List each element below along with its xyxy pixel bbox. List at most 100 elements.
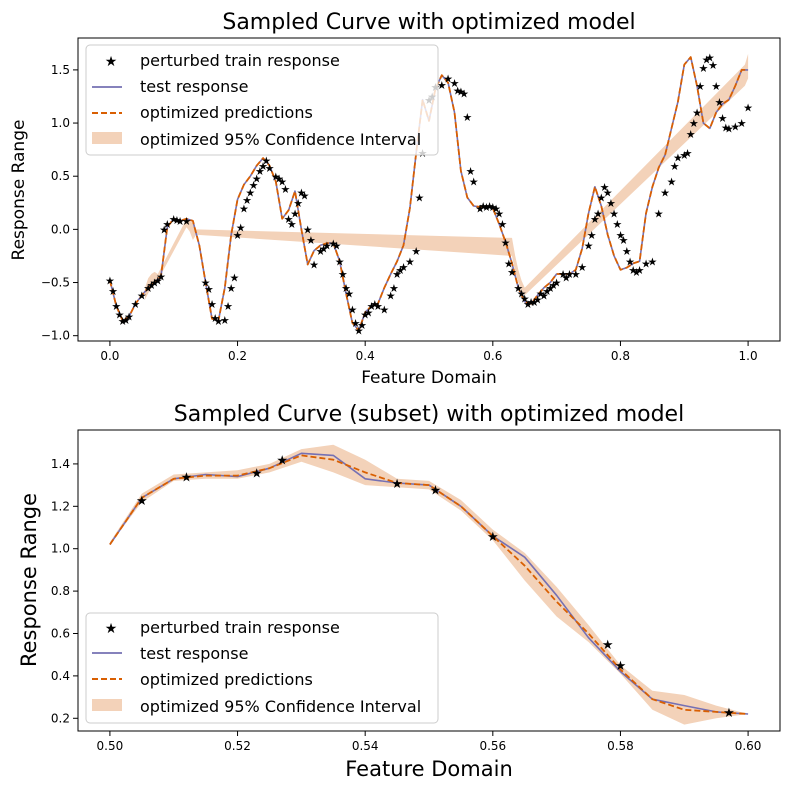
top-train-point: ★ — [571, 268, 581, 281]
top-train-point: ★ — [702, 53, 712, 66]
top-train-point: ★ — [450, 77, 460, 90]
top-train-point: ★ — [226, 282, 236, 295]
bottom-chart-title: Sampled Curve (subset) with optimized mo… — [174, 402, 684, 427]
top-train-point: ★ — [529, 296, 539, 309]
top-train-point: ★ — [596, 192, 606, 205]
bottom-y-tick-label: 0.8 — [51, 584, 70, 598]
top-train-point: ★ — [526, 296, 536, 309]
top-train-point: ★ — [245, 186, 255, 199]
top-train-point: ★ — [695, 80, 705, 93]
top-train-point: ★ — [252, 173, 262, 186]
top-train-point: ★ — [303, 224, 313, 237]
bottom-y-tick-label: 0.6 — [51, 626, 70, 640]
top-train-point: ★ — [306, 234, 316, 247]
top-train-point: ★ — [169, 213, 179, 226]
top-train-point: ★ — [689, 117, 699, 130]
top-ci-bands — [145, 53, 749, 300]
top-x-tick-label: 0.8 — [611, 349, 630, 363]
top-train-point: ★ — [159, 224, 169, 237]
top-train-point: ★ — [587, 229, 597, 242]
bottom-x-tick-label: 0.52 — [224, 739, 251, 753]
top-train-point: ★ — [255, 165, 265, 178]
top-train-point: ★ — [347, 303, 357, 316]
top-x-axis-label: Feature Domain — [361, 368, 497, 388]
top-train-point: ★ — [730, 120, 740, 133]
bottom-train-point: ★ — [615, 659, 627, 674]
top-train-point: ★ — [673, 151, 683, 164]
top-train-point: ★ — [507, 266, 517, 279]
top-legend: ★ perturbed train response test response… — [85, 44, 439, 156]
top-train-point: ★ — [172, 214, 182, 227]
bottom-x-tick-label: 0.50 — [97, 739, 124, 753]
top-train-point: ★ — [213, 315, 223, 328]
top-y-tick-label: 0.0 — [51, 222, 70, 236]
top-train-point: ★ — [737, 117, 747, 130]
top-train-point: ★ — [491, 202, 501, 215]
bottom-train-point: ★ — [251, 466, 263, 481]
top-train-point: ★ — [332, 240, 342, 253]
top-train-point: ★ — [124, 311, 134, 324]
top-train-point: ★ — [204, 283, 214, 296]
top-train-point: ★ — [683, 147, 693, 160]
top-train-point: ★ — [548, 279, 558, 292]
top-train-point: ★ — [462, 111, 472, 124]
top-legend-star: ★ — [105, 54, 118, 70]
top-y-tick-label: 1.0 — [51, 116, 70, 130]
top-train-point: ★ — [600, 181, 610, 194]
top-train-point: ★ — [520, 293, 530, 306]
top-train-point: ★ — [718, 112, 728, 125]
top-train-point: ★ — [533, 294, 543, 307]
top-train-point: ★ — [606, 197, 616, 210]
top-train-point: ★ — [316, 245, 326, 258]
top-train-point: ★ — [389, 282, 399, 295]
top-train-point: ★ — [679, 149, 689, 162]
bottom-x-axis-label: Feature Domain — [345, 757, 513, 781]
bottom-train-point: ★ — [723, 706, 735, 721]
top-train-point: ★ — [367, 300, 377, 313]
bottom-x-tick-label: 0.56 — [479, 739, 506, 753]
top-chart-title: Sampled Curve with optimized model — [222, 10, 635, 35]
top-train-point: ★ — [300, 190, 310, 203]
bottom-x-tick-label: 0.54 — [352, 739, 379, 753]
top-train-point: ★ — [437, 79, 447, 92]
top-train-point: ★ — [584, 240, 594, 253]
top-train-point: ★ — [714, 96, 724, 109]
top-train-point: ★ — [210, 312, 220, 325]
bottom-y-tick-label: 1.4 — [51, 457, 70, 471]
top-train-point: ★ — [220, 314, 230, 327]
bottom-train-point: ★ — [602, 638, 614, 653]
top-train-point: ★ — [616, 229, 626, 242]
top-train-point: ★ — [705, 51, 715, 64]
top-train-point: ★ — [593, 208, 603, 221]
top-train-point: ★ — [564, 268, 574, 281]
top-train-point: ★ — [542, 285, 552, 298]
top-train-point: ★ — [153, 275, 163, 288]
top-train-point: ★ — [485, 200, 495, 213]
top-y-axis-label: Response Range — [9, 120, 29, 261]
bottom-subplot: Sampled Curve (subset) with optimized mo… — [17, 402, 781, 781]
top-train-point: ★ — [478, 200, 488, 213]
top-x-tick-label: 0.6 — [483, 349, 502, 363]
bottom-legend-ci-swatch — [92, 699, 122, 711]
top-y-tick-label: 0.5 — [51, 169, 70, 183]
bottom-y-ticks: 0.2 0.4 0.6 0.8 1.0 1.2 1.4 — [51, 457, 78, 725]
top-train-point: ★ — [743, 101, 753, 114]
bottom-train-point: ★ — [136, 494, 148, 509]
top-train-point: ★ — [118, 315, 128, 328]
top-train-point: ★ — [660, 186, 670, 199]
top-legend-box — [85, 44, 439, 156]
bottom-legend: ★ perturbed train response test response… — [85, 612, 439, 724]
top-train-point: ★ — [539, 290, 549, 303]
top-train-point: ★ — [111, 300, 121, 313]
top-train-point: ★ — [635, 264, 645, 277]
bottom-y-tick-label: 1.2 — [51, 499, 70, 513]
top-x-tick-label: 0.4 — [356, 349, 375, 363]
top-train-point: ★ — [513, 282, 523, 295]
bottom-y-tick-label: 0.2 — [51, 711, 70, 725]
bottom-train-points: ★★ ★★★ ★★★★★ — [136, 454, 735, 721]
top-train-point: ★ — [497, 218, 507, 231]
bottom-x-ticks: 0.50 0.52 0.54 0.56 0.58 0.60 — [97, 731, 761, 753]
top-train-point: ★ — [609, 208, 619, 221]
top-train-point: ★ — [338, 268, 348, 281]
top-train-point: ★ — [399, 261, 409, 274]
